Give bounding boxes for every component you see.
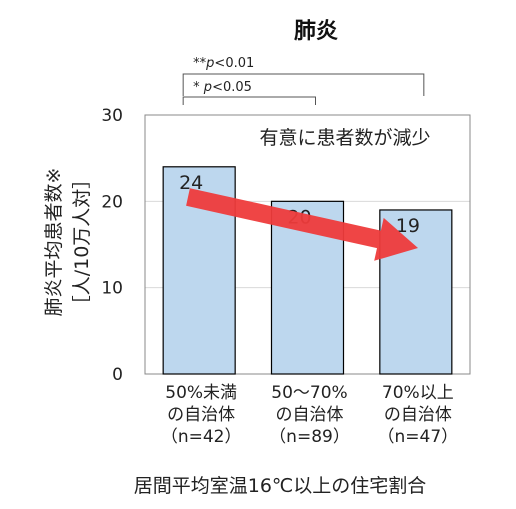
y-tick-label: 20 — [101, 192, 123, 212]
x-tick-label: 50%未満 — [165, 383, 237, 403]
bar-value-label: 19 — [396, 215, 420, 237]
significance-bracket — [182, 73, 425, 96]
significance-label: * p<0.05 — [193, 80, 252, 95]
significance-bracket — [182, 96, 316, 105]
chart-title: 肺炎 — [294, 19, 338, 44]
sig-prefix: ** — [193, 56, 207, 71]
x-axis-title: 居間平均室温16℃以上の住宅割合 — [134, 475, 427, 497]
x-tick-label: （n=47） — [378, 427, 459, 447]
trend-arrow — [186, 188, 418, 261]
x-tick-label: の自治体 — [384, 405, 452, 425]
plot-area: 01020302450%未満の自治体（n=42）2050～70%の自治体（n=8… — [101, 106, 471, 447]
x-tick-label: 70%以上 — [382, 383, 454, 403]
x-tick-label: （n=42） — [161, 427, 242, 447]
annotation-text: 有意に患者数が減少 — [259, 127, 430, 149]
x-tick-label: 50～70% — [271, 383, 347, 403]
sig-threshold: <0.01 — [214, 56, 254, 71]
bar-value-label: 24 — [179, 172, 203, 194]
y-tick-label: 10 — [101, 279, 123, 299]
y-axis-label-line: 肺炎平均患者数※ — [43, 168, 65, 317]
significance-label: **p<0.01 — [193, 56, 254, 71]
significance-brackets: * p<0.05**p<0.01 — [182, 56, 425, 105]
x-tick-label: の自治体 — [276, 405, 344, 425]
y-tick-label: 30 — [101, 106, 123, 126]
y-tick-label: 0 — [112, 365, 123, 385]
sig-threshold: <0.05 — [212, 80, 252, 95]
x-tick-label: （n=89） — [269, 427, 350, 447]
sig-prefix: * — [193, 80, 204, 95]
x-tick-label: の自治体 — [167, 405, 235, 425]
sig-p: p — [203, 80, 212, 95]
y-axis-label-line: ［人/10万人対］ — [71, 170, 93, 315]
y-axis-title: 肺炎平均患者数※ ［人/10万人対］ — [43, 168, 93, 317]
sig-p: p — [205, 56, 214, 71]
